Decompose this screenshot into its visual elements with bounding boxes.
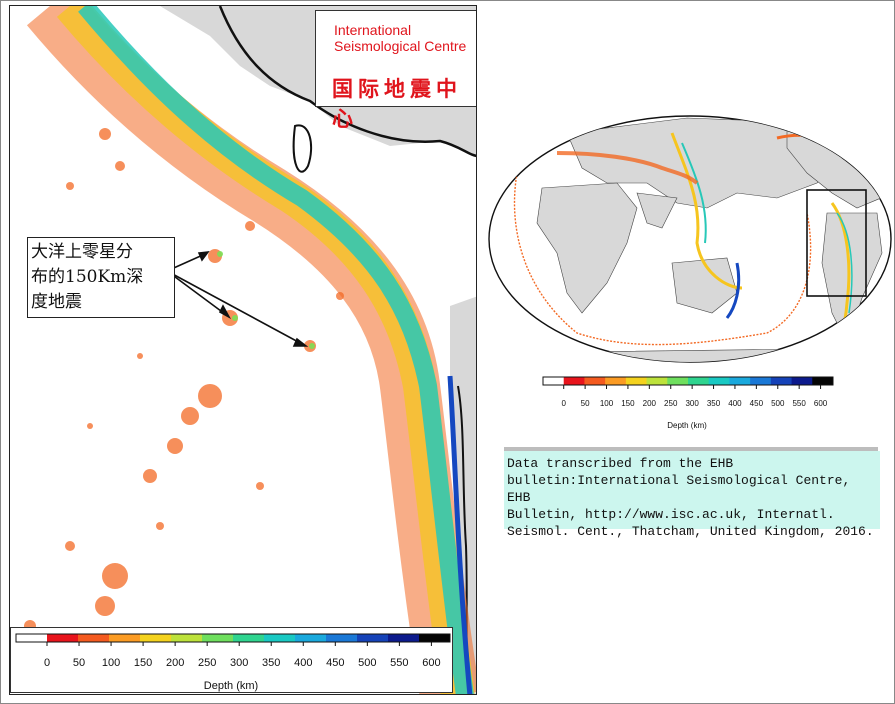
depth-tick-label: 550 <box>390 657 408 669</box>
regional-depth-legend: 0 50 100 150 200 250 300 350 400 450 500 550 600 Dep… <box>10 627 453 693</box>
coastline <box>218 6 476 157</box>
colorbar-segment <box>388 634 420 642</box>
citation-divider <box>504 447 878 451</box>
depth-tick-label: 150 <box>621 399 635 408</box>
colorbar-segment <box>750 377 772 385</box>
colorbar-segment <box>264 634 296 642</box>
regional-depth-legend-canvas: 0 50 100 150 200 250 300 350 400 450 500 550 600 Dep… <box>15 633 451 692</box>
regional-depth-colorbar <box>15 633 451 643</box>
depth-tick-label: 250 <box>198 657 216 669</box>
data-citation: Data transcribed from the EHB bulletin:I… <box>504 451 880 539</box>
depth-tick-label: 400 <box>728 399 742 408</box>
scattered-mid-depth-events <box>217 251 315 349</box>
colorbar-segment <box>295 634 327 642</box>
colorbar-segment <box>584 377 606 385</box>
depth-tick-label: 300 <box>685 399 699 408</box>
callout-line-1: 大洋上零星分 <box>31 242 133 262</box>
depth-tick-label: 150 <box>134 657 152 669</box>
pacific-rim-seismicity <box>670 132 743 290</box>
andes-deep <box>836 212 853 314</box>
depth-tick-label: 450 <box>326 657 344 669</box>
colorbar-segment <box>233 634 265 642</box>
depth-tick-label: 350 <box>262 657 280 669</box>
isc-logo-line-1: International <box>334 22 412 38</box>
colorbar-segment <box>140 634 172 642</box>
callout-line-2: 布的150Km深 <box>31 267 144 287</box>
isc-logo-line-2: Seismological Centre <box>334 38 467 54</box>
seismic-band-very-deep <box>447 375 473 694</box>
callout-arrows <box>166 251 309 347</box>
depth-tick-label: 50 <box>581 399 590 408</box>
scattered-oceanic-events <box>24 128 344 632</box>
colorbar-segment <box>563 377 585 385</box>
colorbar-segment <box>688 377 710 385</box>
colorbar-segment <box>625 377 648 385</box>
callout-line-3: 度地震 <box>31 292 82 312</box>
depth-tick-label: 200 <box>166 657 184 669</box>
land-africa <box>536 182 638 314</box>
depth-tick-label: 100 <box>600 399 614 408</box>
depth-tick-label: 400 <box>294 657 312 669</box>
depth-tick-label: 500 <box>358 657 376 669</box>
colorbar-segment <box>605 377 627 385</box>
depth-tick-label: 50 <box>73 657 85 669</box>
regional-seismicity-map: 大洋上零星分 布的150Km深 度地震 International Seismo… <box>9 5 477 695</box>
depth-tick-label: 0 <box>44 657 50 669</box>
seismic-band-deep <box>78 6 474 694</box>
colorbar-segment <box>667 377 689 385</box>
colorbar-segment <box>646 377 668 385</box>
land-australia <box>671 257 738 314</box>
depth-tick-label: 500 <box>771 399 785 408</box>
depth-tick-label: 0 <box>561 399 566 408</box>
world-depth-ticks: 0 50 100 150 200 250 300 350 400 450 500 550 600 <box>561 385 828 408</box>
colorbar-segment <box>812 377 834 385</box>
depth-tick-label: 450 <box>750 399 764 408</box>
colorbar-segment <box>543 377 565 385</box>
depth-tick-label: 250 <box>664 399 678 408</box>
isc-logo: International Seismological Centre 国际地震中… <box>315 10 476 131</box>
land-india <box>636 192 678 229</box>
colorbar-segment <box>47 634 79 642</box>
colorbar-segment <box>419 634 451 642</box>
colorbar-outline <box>15 633 451 643</box>
depth-tick-label: 300 <box>230 657 248 669</box>
depth-tick-label: 350 <box>707 399 721 408</box>
ridge-seismicity <box>513 172 812 346</box>
alpide-belt <box>556 151 699 185</box>
depth-tick-label: 600 <box>422 657 440 669</box>
depth-tick-label: 200 <box>643 399 657 408</box>
region-highlight-box <box>806 189 867 297</box>
colorbar-segment <box>357 634 389 642</box>
depth-tick-label: 550 <box>792 399 806 408</box>
callout-note: 大洋上零星分 布的150Km深 度地震 <box>27 237 175 318</box>
colorbar-segment <box>171 634 203 642</box>
isc-logo-chinese: 国际地震中心 <box>332 77 462 131</box>
depth-tick-label: 100 <box>102 657 120 669</box>
colorbar-segment <box>770 377 793 385</box>
colorbar-segment <box>729 377 751 385</box>
tonga-trench <box>725 262 741 319</box>
colorbar-segment <box>109 634 141 642</box>
world-depth-legend: 0 50 100 150 200 250 300 350 400 450 500 550 600 Dep… <box>542 376 834 430</box>
colorbar-segment <box>791 377 813 385</box>
colorbar-segment <box>202 634 234 642</box>
coastline-island <box>292 124 313 173</box>
colorbar-segment <box>78 634 110 642</box>
world-seismicity-map <box>488 115 892 363</box>
colorbar-outline <box>542 376 834 386</box>
pacific-rim-deep <box>681 142 707 244</box>
regional-depth-label: Depth (km) <box>204 680 258 692</box>
world-depth-label: Depth (km) <box>667 421 707 430</box>
depth-tick-label: 600 <box>814 399 828 408</box>
regional-depth-ticks: 0 50 100 150 200 250 300 350 400 450 500 550 600 <box>44 642 441 669</box>
isc-logo-english: International Seismological Centre <box>334 22 466 54</box>
colorbar-segment <box>326 634 358 642</box>
colorbar-segment <box>16 634 48 642</box>
world-depth-colorbar <box>542 376 834 386</box>
colorbar-segment <box>708 377 730 385</box>
